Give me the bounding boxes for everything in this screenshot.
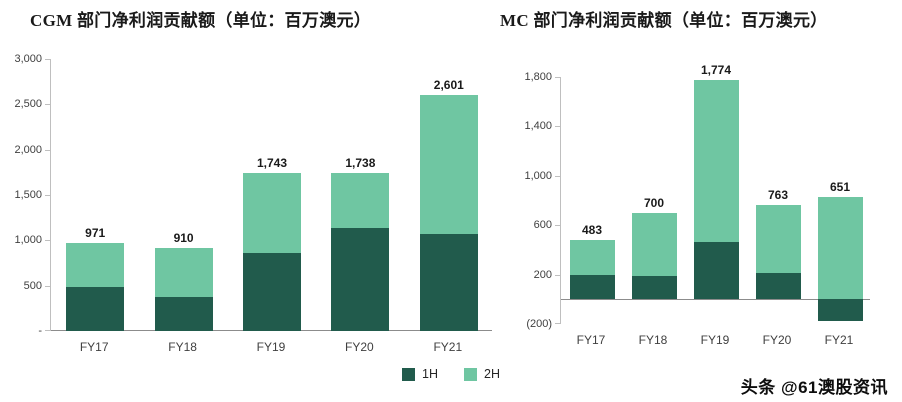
chart-cgm: CGM 部门净利润贡献额（单位：百万澳元） 3,000 2,500 2,000 1,5… xyxy=(6,6,492,357)
y-tick-mark xyxy=(555,323,561,324)
bar-segment-2h-fy21 xyxy=(817,197,863,300)
y-tick-label: - xyxy=(38,325,42,337)
x-category-label-fy18: FY18 xyxy=(168,340,197,354)
legend-label-2h: 2H xyxy=(484,367,500,381)
x-category-label-fy18: FY18 xyxy=(638,333,668,347)
legend-item-2h: 2H xyxy=(464,367,500,381)
y-tick-mark xyxy=(45,240,51,242)
bar-segment-2h-fy18 xyxy=(631,212,677,276)
y-tick-label: 1,500 xyxy=(14,189,42,201)
y-axis: 1,800 1,400 1,000 600 200 (200) xyxy=(498,71,560,330)
bar-segment-1h-fy21 xyxy=(817,299,863,321)
zero-axis-line xyxy=(561,299,870,300)
x-category-label-fy19: FY19 xyxy=(256,340,286,354)
y-axis: 3,000 2,500 2,000 1,500 1,000 500 - xyxy=(6,53,50,337)
y-tick-mark xyxy=(45,195,51,196)
bar-total-label-fy19: 1,774 xyxy=(700,63,732,78)
bar-segment-1h-fy17 xyxy=(66,287,125,331)
y-tick-mark xyxy=(555,225,561,227)
legend: 1H 2H xyxy=(0,367,902,381)
bar-segment-1h-fy17 xyxy=(569,274,615,300)
y-tick-label: 1,800 xyxy=(524,71,552,83)
y-tick-mark xyxy=(555,274,561,276)
bar-total-label-fy21: 651 xyxy=(829,180,851,195)
x-category-label-fy17: FY17 xyxy=(79,340,109,354)
legend-item-1h: 1H xyxy=(402,367,438,381)
y-tick-label: 3,000 xyxy=(14,53,42,65)
y-tick-label: 1,000 xyxy=(14,234,42,247)
bar-total-label-fy17: 483 xyxy=(581,222,603,237)
bar-segment-1h-fy18 xyxy=(631,275,677,300)
bar-segment-1h-fy20 xyxy=(755,273,801,300)
y-tick-label: 600 xyxy=(533,219,552,232)
bar-segment-2h-fy17 xyxy=(569,239,615,275)
y-tick-label: 200 xyxy=(533,268,552,281)
legend-swatch-1h xyxy=(402,367,416,381)
x-category-label-fy21: FY21 xyxy=(824,333,854,347)
y-tick-label: 2,000 xyxy=(14,143,42,156)
bar-total-label-fy18: 700 xyxy=(643,195,665,210)
y-tick-label: 2,500 xyxy=(14,98,42,111)
bar-total-label-fy20: 1,738 xyxy=(345,156,376,171)
bar-segment-1h-fy20 xyxy=(331,228,390,331)
y-tick-mark xyxy=(45,285,51,287)
y-tick-mark xyxy=(45,104,51,106)
bar-segment-1h-fy18 xyxy=(154,297,213,331)
bar-total-label-fy17: 971 xyxy=(85,225,106,240)
bar-total-label-fy21: 2,601 xyxy=(433,78,464,93)
y-tick-label: 1,000 xyxy=(524,169,552,182)
bar-segment-1h-fy19 xyxy=(243,253,301,331)
y-tick-mark xyxy=(45,149,51,151)
y-tick-mark xyxy=(555,126,561,128)
bar-segment-2h-fy19 xyxy=(243,172,301,254)
y-tick-label: 1,400 xyxy=(524,120,552,133)
plot-area: 971 910 1,743 1,738 2,601 xyxy=(45,59,492,331)
x-category-label-fy19: FY19 xyxy=(700,333,730,347)
x-category-label-fy20: FY20 xyxy=(762,333,792,347)
bar-segment-2h-fy18 xyxy=(154,248,213,298)
x-category-label-fy21: FY21 xyxy=(433,340,463,354)
bar-segment-2h-fy19 xyxy=(693,80,739,243)
bar-total-label-fy20: 763 xyxy=(767,188,789,203)
y-tick-mark xyxy=(45,59,51,60)
bar-total-label-fy18: 910 xyxy=(173,231,194,246)
x-axis: FY17 FY18 FY19 FY20 FY21 xyxy=(560,324,870,350)
chart-body: 1,800 1,400 1,000 600 200 (200) 483 700 1,774 76… xyxy=(498,63,870,330)
chart-title-cgm: CGM 部门净利润贡献额（单位：百万澳元） xyxy=(30,11,372,30)
bar-segment-2h-fy17 xyxy=(66,242,125,288)
x-category-label-fy20: FY20 xyxy=(345,340,374,354)
y-tick-label: (200) xyxy=(526,318,552,330)
legend-swatch-2h xyxy=(464,367,477,381)
plot-area: 483 700 1,774 763 651 xyxy=(555,63,870,324)
bar-total-label-fy19: 1,743 xyxy=(256,155,288,170)
x-axis: FY17 FY18 FY19 FY20 FY21 xyxy=(50,331,492,357)
bar-segment-2h-fy20 xyxy=(331,173,390,229)
bar-segment-1h-fy21 xyxy=(419,233,478,331)
y-tick-mark xyxy=(555,175,561,177)
chart-body: 3,000 2,500 2,000 1,500 1,000 500 - 971 910 1,74… xyxy=(6,53,492,337)
chart-mc: MC 部门净利润贡献额（单位：百万澳元） 1,800 1,400 1,000 600 2… xyxy=(498,6,870,350)
y-tick-mark xyxy=(45,330,51,331)
y-tick-mark xyxy=(555,77,561,78)
bar-segment-1h-fy19 xyxy=(693,242,739,300)
bar-segment-2h-fy20 xyxy=(755,205,801,274)
chart-title-mc: MC 部门净利润贡献额（单位：百万澳元） xyxy=(500,11,828,30)
bar-segment-2h-fy21 xyxy=(419,95,478,234)
x-category-label-fy17: FY17 xyxy=(576,333,606,347)
watermark: 头条 @61澳股资讯 xyxy=(740,378,888,397)
legend-label-1h: 1H xyxy=(422,367,438,381)
y-tick-label: 500 xyxy=(23,279,42,292)
